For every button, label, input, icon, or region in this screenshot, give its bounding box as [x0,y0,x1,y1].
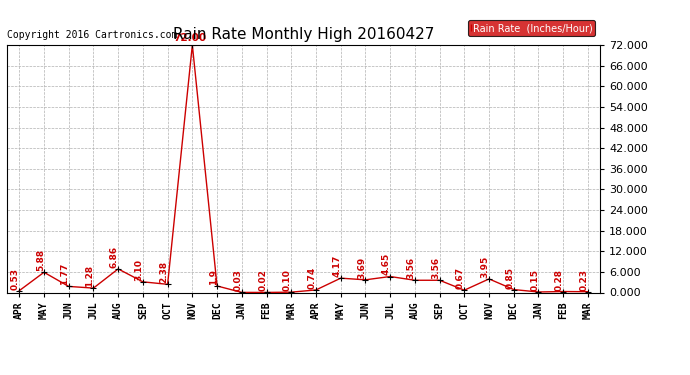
Text: 6.86: 6.86 [110,246,119,268]
Text: 0.28: 0.28 [555,268,564,291]
Text: 0.67: 0.67 [456,267,465,289]
Text: 1.9: 1.9 [209,269,218,285]
Title: Rain Rate Monthly High 20160427: Rain Rate Monthly High 20160427 [173,27,434,42]
Text: 0.85: 0.85 [506,267,515,288]
Text: 3.56: 3.56 [431,257,440,279]
Text: 5.88: 5.88 [36,249,45,271]
Text: 0.10: 0.10 [283,269,292,291]
Text: 0.74: 0.74 [308,267,317,289]
Text: 3.10: 3.10 [135,259,144,281]
Text: 1.28: 1.28 [86,265,95,287]
Text: 72.00: 72.00 [173,33,206,43]
Text: 1.77: 1.77 [61,263,70,285]
Text: 3.69: 3.69 [357,256,366,279]
Text: 0.23: 0.23 [580,268,589,291]
Text: 4.65: 4.65 [382,253,391,276]
Text: 2.38: 2.38 [159,261,168,283]
Text: 0.03: 0.03 [234,270,243,291]
Text: 0.02: 0.02 [258,270,267,291]
Text: 0.15: 0.15 [531,269,540,291]
Text: 3.56: 3.56 [406,257,415,279]
Text: 0.53: 0.53 [11,268,20,290]
Text: Copyright 2016 Cartronics.com: Copyright 2016 Cartronics.com [7,30,177,40]
Text: 4.17: 4.17 [333,255,342,277]
Text: 3.95: 3.95 [481,256,490,278]
Legend: Rain Rate  (Inches/Hour): Rain Rate (Inches/Hour) [468,20,595,36]
